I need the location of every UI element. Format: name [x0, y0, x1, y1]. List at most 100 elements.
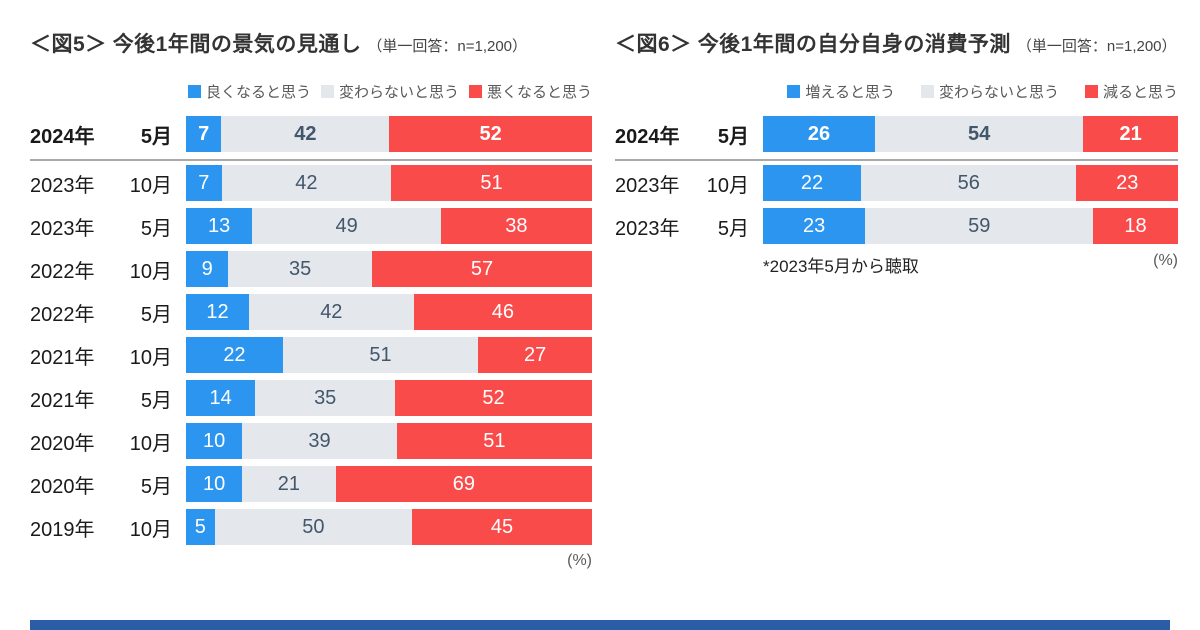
row-year: 2022年 — [30, 303, 95, 326]
chart-row: 2023年 10月 22 56 23 — [615, 165, 1178, 201]
row-month: 10月 — [129, 174, 172, 197]
row-label: 2023年 10月 — [615, 169, 763, 198]
row-month: 5月 — [717, 125, 749, 148]
row-year: 2019年 — [30, 518, 95, 541]
row-year: 2020年 — [30, 432, 95, 455]
legend-item: 変わらないと思う — [920, 81, 1059, 102]
segment-value: 21 — [277, 473, 301, 495]
legend-item: 悪くなると思う — [468, 81, 592, 102]
row-year: 2020年 — [30, 475, 95, 498]
bar-segment: 57 — [372, 251, 592, 287]
first-row-separator — [30, 159, 592, 161]
segment-value: 22 — [223, 344, 246, 366]
chart-row: 2023年 5月 13 49 38 — [30, 208, 593, 244]
legend-label: 変わらないと思う — [338, 83, 459, 101]
segment-value: 51 — [369, 344, 392, 366]
segment-value: 35 — [289, 258, 312, 280]
row-year: 2023年 — [615, 217, 680, 240]
bar-segment: 7 — [186, 116, 222, 152]
segment-value: 42 — [295, 172, 318, 194]
bar-segment: 21 — [1083, 116, 1178, 152]
bar-segment: 22 — [763, 165, 862, 201]
legend-swatch-icon — [920, 84, 934, 98]
segment-value: 52 — [479, 123, 502, 145]
legend-item: 増えると思う — [787, 81, 895, 102]
fig5-rows: 2024年 5月 7 42 52 2023年 10月 7 42 51 2023年 5月 13 49 38 20… — [30, 116, 593, 545]
legend-label: 悪くなると思う — [486, 83, 592, 101]
bar-segment: 18 — [1093, 208, 1178, 244]
fig6-footer-line: *2023年5月から聴取 (%) — [615, 252, 1178, 277]
row-month: 10月 — [706, 174, 749, 197]
segment-value: 12 — [206, 301, 229, 323]
row-label: 2024年 5月 — [615, 120, 763, 149]
row-label: 2023年 5月 — [615, 212, 763, 241]
bar-segment: 56 — [861, 165, 1077, 201]
legend-swatch-icon — [1084, 84, 1098, 98]
segment-value: 51 — [480, 172, 503, 194]
segment-value: 18 — [1124, 215, 1147, 237]
segment-value: 49 — [335, 215, 358, 237]
bar-segment: 5 — [186, 509, 215, 545]
chart-row: 2020年 5月 10 21 69 — [30, 466, 592, 502]
bar-segment: 21 — [242, 466, 336, 502]
stacked-bar: 5 50 45 — [186, 509, 592, 545]
bar-segment: 54 — [874, 116, 1084, 152]
segment-value: 27 — [523, 344, 547, 366]
row-year: 2021年 — [30, 389, 95, 412]
segment-value: 42 — [320, 301, 343, 323]
segment-value: 21 — [1119, 123, 1142, 145]
bar-segment: 42 — [221, 116, 390, 152]
segment-value: 23 — [803, 215, 826, 237]
stacked-bar: 22 51 27 — [186, 337, 592, 373]
stacked-bar: 12 42 46 — [186, 294, 592, 330]
segment-value: 69 — [452, 473, 475, 495]
chart-row: 2021年 10月 22 51 27 — [30, 337, 592, 373]
row-month: 10月 — [129, 260, 172, 283]
row-month: 5月 — [140, 475, 172, 498]
legend-label: 良くなると思う — [205, 83, 311, 101]
bar-segment: 10 — [186, 466, 243, 502]
row-month: 5月 — [717, 217, 749, 240]
legend-swatch-icon — [468, 84, 482, 98]
fig6-chart: ＜図6＞ 今後1年間の自分自身の消費予測 （単一回答：n=1,200） 増えると… — [615, 28, 1178, 277]
row-month: 5月 — [140, 303, 172, 326]
legend-swatch-icon — [320, 84, 334, 98]
segment-value: 39 — [308, 430, 331, 452]
segment-value: 26 — [807, 123, 831, 145]
legend-item: 減ると思う — [1084, 81, 1178, 102]
fig5-legend: 良くなると思う 変わらないと思う 悪くなると思う — [30, 81, 592, 102]
legend-label: 変わらないと思う — [938, 83, 1059, 101]
bar-segment: 45 — [412, 509, 592, 545]
bar-segment: 27 — [478, 337, 592, 373]
chart-row: 2019年 10月 5 50 45 — [30, 509, 592, 545]
row-year: 2023年 — [30, 174, 95, 197]
bar-segment: 42 — [221, 165, 392, 201]
segment-value: 5 — [194, 516, 206, 538]
bar-segment: 35 — [228, 251, 373, 287]
row-label: 2023年 10月 — [30, 169, 186, 198]
bar-segment: 42 — [248, 294, 414, 330]
first-row-separator — [615, 159, 1178, 161]
legend-item: 良くなると思う — [187, 81, 311, 102]
segment-value: 52 — [482, 387, 505, 409]
bar-segment: 7 — [186, 165, 222, 201]
bar-segment: 51 — [396, 423, 592, 459]
segment-value: 10 — [202, 473, 226, 495]
row-label: 2023年 5月 — [30, 212, 186, 241]
legend-item: 変わらないと思う — [320, 81, 459, 102]
chart-row: 2022年 5月 12 42 46 — [30, 294, 592, 330]
stacked-bar: 10 21 69 — [186, 466, 592, 502]
fig5-footer-line: (%) — [30, 552, 592, 570]
stacked-bar: 23 59 18 — [763, 208, 1178, 244]
bar-segment: 69 — [335, 466, 592, 502]
row-month: 10月 — [129, 432, 172, 455]
segment-value: 13 — [208, 215, 231, 237]
legend-label: 減ると思う — [1102, 83, 1178, 101]
fig6-note: *2023年5月から聴取 — [763, 257, 919, 276]
bar-segment: 52 — [389, 116, 592, 152]
bar-segment: 13 — [186, 208, 253, 244]
row-month: 5月 — [140, 217, 172, 240]
segment-value: 23 — [1116, 172, 1139, 194]
stacked-bar: 7 42 52 — [186, 116, 592, 152]
